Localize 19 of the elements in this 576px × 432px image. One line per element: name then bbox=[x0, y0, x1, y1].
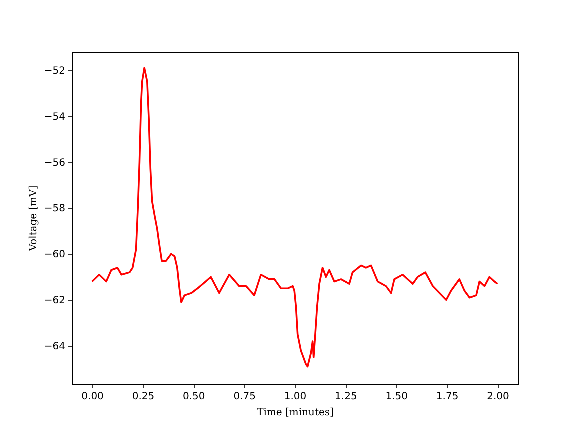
x-tick-label: 0.50 bbox=[183, 392, 206, 402]
x-tick-label: 0.75 bbox=[234, 392, 256, 402]
y-axis-title: Voltage [mV] bbox=[28, 186, 40, 252]
y-tick-label: −52 bbox=[44, 66, 66, 77]
x-tick-label: 1.75 bbox=[436, 392, 459, 402]
y-tick-label: −58 bbox=[44, 204, 66, 215]
x-axis-title: Time [minutes] bbox=[257, 408, 334, 418]
y-tick-label: −56 bbox=[44, 158, 66, 169]
x-tick-label: 1.25 bbox=[335, 392, 358, 402]
y-tick-label: −60 bbox=[44, 250, 66, 261]
x-tick-label: 2.00 bbox=[487, 392, 510, 402]
y-tick-label: −62 bbox=[44, 296, 66, 307]
line-series bbox=[91, 67, 499, 368]
y-tick-label: −54 bbox=[44, 112, 66, 123]
x-tick-label: 1.50 bbox=[386, 392, 408, 402]
x-tick-label: 1.00 bbox=[284, 392, 307, 402]
x-tick-label: 0.25 bbox=[132, 392, 155, 402]
y-tick-label: −64 bbox=[44, 342, 66, 353]
x-tick-label: 0.00 bbox=[82, 392, 104, 402]
